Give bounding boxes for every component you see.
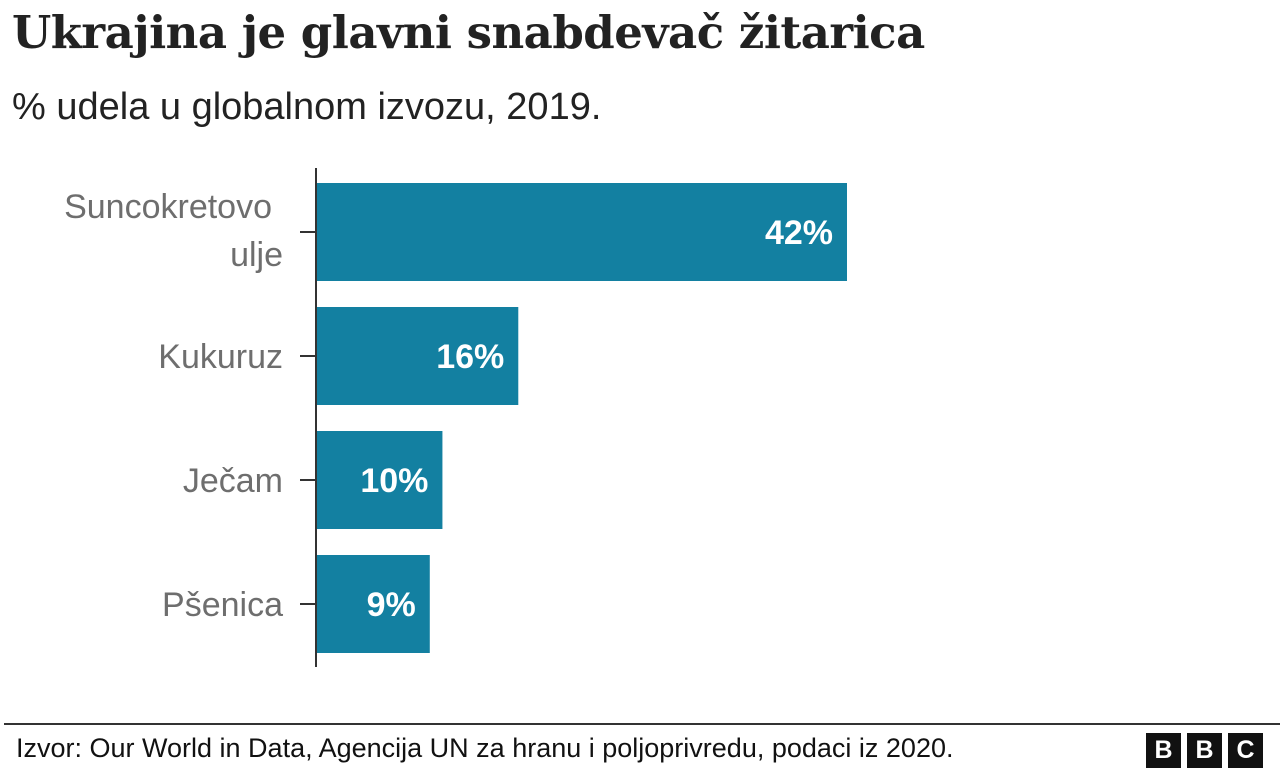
category-label: Suncokretovo xyxy=(64,188,272,226)
chart-subtitle: % udela u globalnom izvozu, 2019. xyxy=(12,86,602,128)
footer-divider xyxy=(4,723,1280,725)
logo-letter: B xyxy=(1146,733,1181,768)
bbc-logo: B B C xyxy=(1146,733,1263,768)
category-label: Pšenica xyxy=(162,586,283,624)
source-note: Izvor: Our World in Data, Agencija UN za… xyxy=(16,733,954,763)
logo-letter: B xyxy=(1187,733,1222,768)
data-label: 10% xyxy=(360,462,428,500)
category-label: ulje xyxy=(230,236,283,274)
bar xyxy=(316,431,443,529)
bar xyxy=(316,183,847,281)
bar xyxy=(316,307,519,405)
logo-letter: C xyxy=(1228,733,1263,768)
data-label: 42% xyxy=(765,214,833,252)
chart-title: Ukrajina je glavni snabdevač žitarica xyxy=(12,6,925,59)
data-label: 9% xyxy=(367,586,416,624)
category-label: Ječam xyxy=(183,462,283,500)
category-label: Kukuruz xyxy=(158,338,283,376)
data-label: 16% xyxy=(436,338,504,376)
bar-chart: 42% Suncokretovo ulje 16% Kukuruz 10% Ječam 9% P… xyxy=(64,168,847,667)
bar xyxy=(316,555,430,653)
